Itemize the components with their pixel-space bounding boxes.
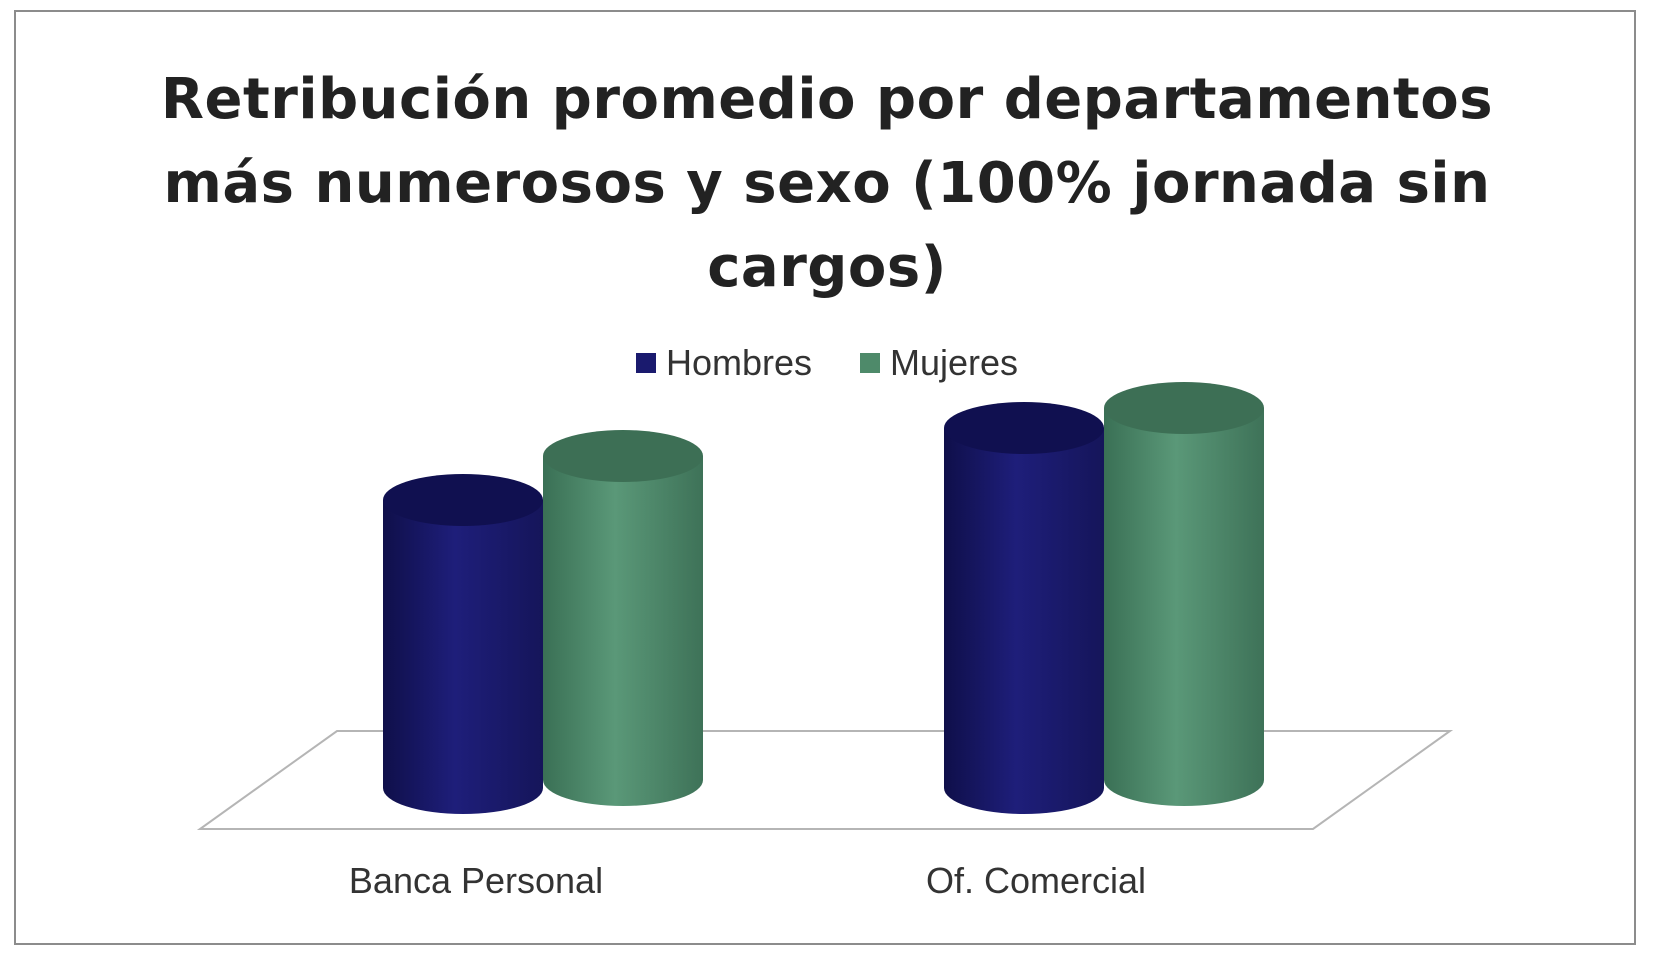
category-label-of-comercial: Of. Comercial [925,860,1147,901]
bar-top-mujeres-of-comercial [1104,382,1264,434]
bar-body-mujeres-banca-personal [543,456,703,806]
bar-mujeres-banca-personal [543,430,703,806]
bar-hombres-of-comercial [944,402,1104,814]
legend-item-mujeres: Mujeres [860,342,1018,384]
legend-swatch-mujeres [860,353,880,373]
chart-title-line-2: más numerosos y sexo (100% jornada sin [163,151,1491,216]
chart-title-line-3: cargos) [707,235,947,300]
chart-title-line-1: Retribución promedio por departamentos [160,67,1494,132]
category-label-banca-personal: Banca Personal [348,860,604,901]
bar-top-hombres-banca-personal [383,474,543,526]
bar-body-mujeres-of-comercial [1104,408,1264,806]
bar-top-mujeres-banca-personal [543,430,703,482]
chart-title: Retribución promedio por departamentos m… [0,58,1654,310]
legend-item-hombres: Hombres [635,342,812,384]
bar-top-hombres-of-comercial [944,402,1104,454]
legend-label-hombres: Hombres [665,342,812,383]
legend-label-mujeres: Mujeres [890,342,1019,383]
legend-swatch-hombres [635,353,656,373]
bar-body-hombres-banca-personal [383,500,543,814]
bar-mujeres-of-comercial [1104,382,1264,806]
chart-legend: Hombres Mujeres [0,342,1654,384]
bar-body-hombres-of-comercial [944,428,1104,814]
bar-hombres-banca-personal [383,474,543,814]
